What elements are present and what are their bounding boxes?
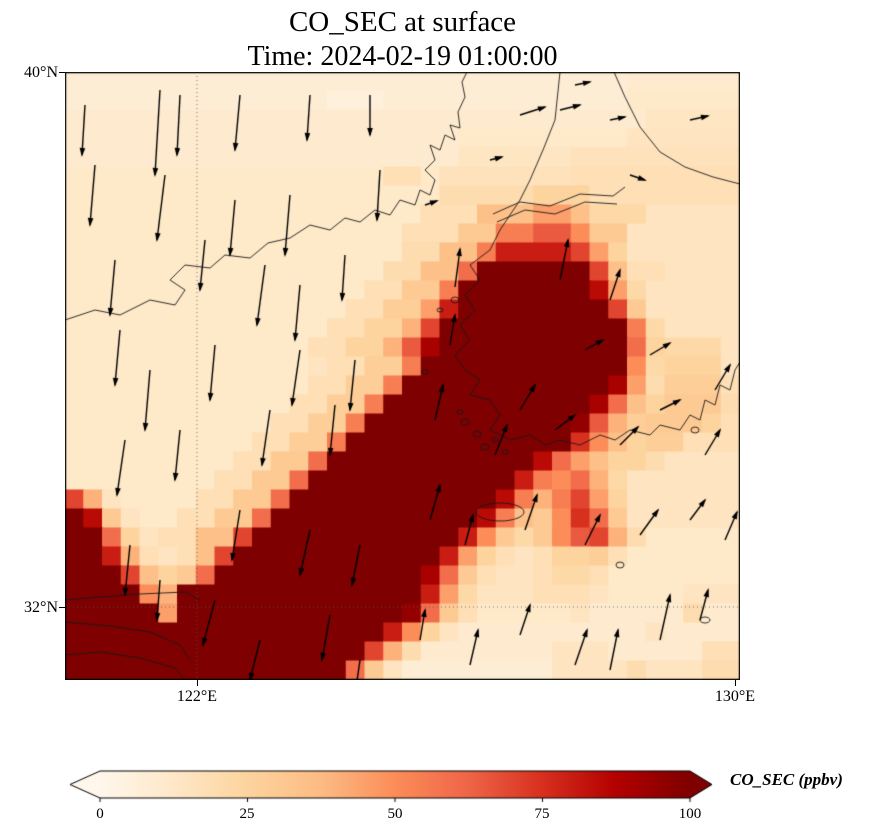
- chart-subtitle: Time: 2024-02-19 01:00:00: [247, 41, 558, 72]
- colorbar-tick-50: 50: [387, 806, 403, 822]
- x-axis-tick-mark-122e: [197, 680, 198, 686]
- colorbar-tick-0: 0: [96, 806, 104, 822]
- chart-title: CO_SEC at surface: [288, 6, 517, 38]
- y-axis-tick-mark-40n: [59, 72, 65, 73]
- colorbar-tick-75: 75: [534, 806, 550, 822]
- colorbar-label: CO_SEC (ppbv): [730, 770, 843, 789]
- y-axis-tick-mark-32n: [59, 607, 65, 608]
- x-axis-tick-mark-130e: [735, 680, 736, 686]
- map-canvas: [65, 72, 740, 680]
- colorbar: [60, 768, 720, 806]
- x-tick-label-122e: 122°E: [176, 688, 218, 705]
- y-tick-label-32n: 32°N: [24, 599, 58, 616]
- y-tick-label-40n: 40°N: [24, 64, 58, 81]
- colorbar-tick-100: 100: [678, 806, 702, 822]
- colorbar-tick-25: 25: [239, 806, 255, 822]
- x-tick-label-130e: 130°E: [714, 688, 756, 705]
